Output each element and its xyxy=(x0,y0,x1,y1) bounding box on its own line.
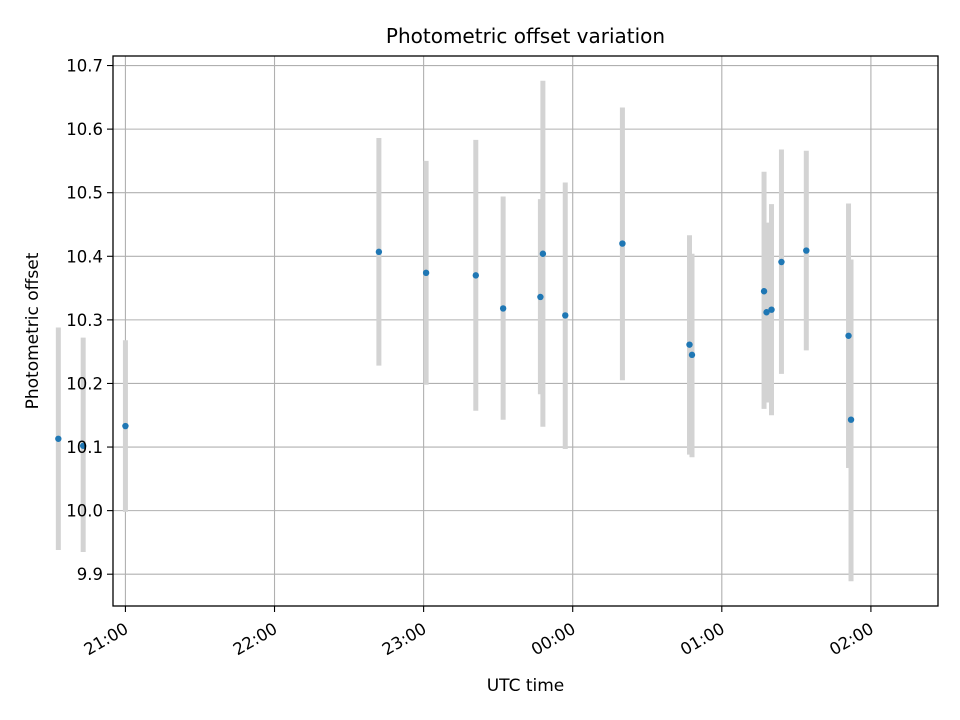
data-point xyxy=(537,293,544,301)
data-point xyxy=(55,435,62,442)
y-axis-ticks: 9.9 10.0 10.1 10.2 10.3 10.4 10.5 10.6 10.7 xyxy=(66,57,113,584)
data-point xyxy=(768,306,775,313)
y-tick-label: 10.3 xyxy=(66,311,103,330)
data-point xyxy=(79,442,87,449)
grid-lines xyxy=(113,56,938,606)
data-point xyxy=(499,305,507,312)
data-point xyxy=(686,341,693,348)
chart-title: Photometric offset variation xyxy=(386,24,665,48)
data-points xyxy=(55,240,855,449)
y-tick-label: 10.4 xyxy=(66,247,103,266)
data-point xyxy=(688,351,696,359)
data-point xyxy=(763,309,770,316)
y-tick-label: 10.6 xyxy=(66,120,103,139)
y-axis-label: Photometric offset xyxy=(23,252,43,409)
data-point xyxy=(760,288,768,295)
y-tick-label: 10.0 xyxy=(66,502,103,521)
data-point xyxy=(778,258,785,266)
data-point xyxy=(472,272,480,279)
data-point xyxy=(539,250,547,257)
data-point xyxy=(562,312,569,319)
data-point xyxy=(122,422,129,430)
y-tick-label: 10.2 xyxy=(66,374,103,393)
data-point xyxy=(803,247,810,254)
y-tick-label: 10.5 xyxy=(66,184,103,203)
y-tick-label: 10.1 xyxy=(66,438,103,457)
data-point xyxy=(375,248,383,256)
data-point xyxy=(422,269,430,277)
y-tick-label: 10.7 xyxy=(66,57,103,76)
data-point xyxy=(845,332,852,339)
y-tick-label: 9.9 xyxy=(77,565,103,584)
data-point xyxy=(847,416,855,423)
plot-frame xyxy=(112,55,939,607)
data-point xyxy=(619,240,626,247)
x-axis-label: UTC time xyxy=(487,676,565,696)
